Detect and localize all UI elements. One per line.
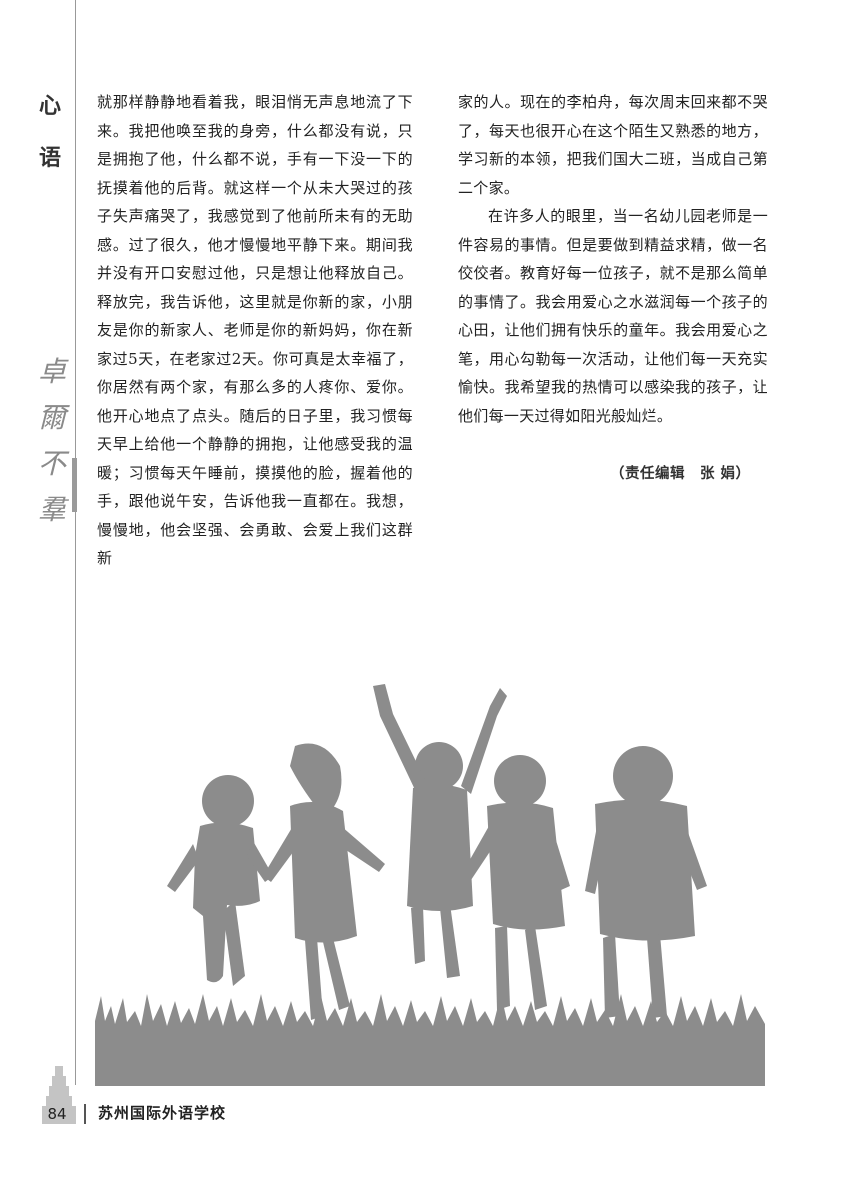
margin-rule <box>75 0 76 1085</box>
deco-char-2: 爾 <box>37 401 66 434</box>
deco-bar <box>72 458 77 512</box>
deco-char-1: 卓 <box>37 355 66 388</box>
article-right-column: 家的人。现在的李柏舟，每次周末回来都不哭了，每天也很开心在这个陌生又熟悉的地方，… <box>458 88 768 430</box>
pyramid-ornament <box>42 1066 76 1124</box>
child-silhouette-1 <box>167 775 273 986</box>
deco-char-4: 羣 <box>37 493 66 526</box>
article-left-column: 就那样静静地看着我，眼泪悄无声息地流了下来。我把他唤至我的身旁，什么都没有说，只… <box>97 88 413 573</box>
school-name: 苏州国际外语学校 <box>98 1104 227 1122</box>
child-silhouette-5 <box>585 746 707 1018</box>
footer-separator <box>84 1104 86 1124</box>
editor-credit: （责任编辑 张 娟） <box>610 466 751 482</box>
child-silhouette-4 <box>455 755 570 1010</box>
child-silhouette-2 <box>263 743 385 1020</box>
page-number: 84 <box>47 1105 67 1123</box>
deco-char-3: 不 <box>37 447 66 480</box>
right-paragraph-2: 在许多人的眼里，当一名幼儿园老师是一件容易的事情。但是要做到精益求精，做一名佼佼… <box>458 207 768 425</box>
section-label-char-1: 心 <box>38 94 61 119</box>
left-column-text: 就那样静静地看着我，眼泪悄无声息地流了下来。我把他唤至我的身旁，什么都没有说，只… <box>97 93 413 567</box>
grass-strip <box>95 994 765 1086</box>
children-running-illustration <box>95 684 765 1086</box>
child-silhouette-3 <box>373 684 507 978</box>
right-paragraph-1: 家的人。现在的李柏舟，每次周末回来都不哭了，每天也很开心在这个陌生又熟悉的地方，… <box>458 93 768 197</box>
section-label-char-2: 语 <box>38 146 61 171</box>
